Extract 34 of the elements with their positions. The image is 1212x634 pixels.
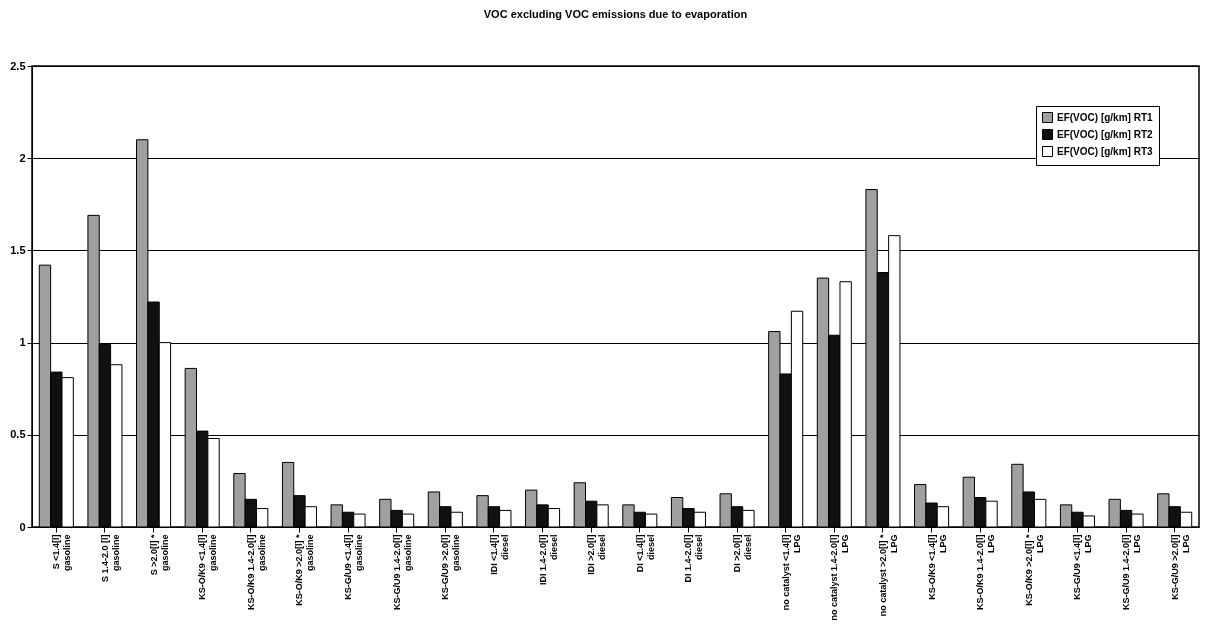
x-tick-label: KS-G/U9 >2.0[l] LPG xyxy=(1169,534,1191,600)
x-tick-label: DI 1.4-2.0[l] diesel xyxy=(683,534,705,583)
x-tick-label: no catalyst >2.0[l] * LPG xyxy=(877,534,899,617)
y-tick-label: 1 xyxy=(19,336,26,349)
y-tick-label: 2.5 xyxy=(10,59,26,72)
x-tick-label: DI <1.4[l] diesel xyxy=(634,534,656,573)
x-tick-label: S >2.0[l] * gasoline xyxy=(148,534,170,576)
legend-label: EF(VOC) [g/km] RT1 xyxy=(1057,111,1153,123)
legend-label: EF(VOC) [g/km] RT3 xyxy=(1057,145,1153,157)
x-tick-label: S 1.4-2.0 [l] gasoline xyxy=(99,534,121,583)
x-tick-label: IDI 1.4-2.0[l] diesel xyxy=(537,534,559,586)
x-tick-label: no catalyst 1.4-2.0[l] LPG xyxy=(829,534,851,621)
x-tick-label: KS-O/K9 <1.4[l] gasoline xyxy=(197,534,219,600)
chart-title: VOC excluding VOC emissions due to evaporation xyxy=(483,8,748,20)
y-tick-label: 1.5 xyxy=(10,243,26,256)
x-tick-label: KS-G/U9 >2.0[l] gasoline xyxy=(440,534,462,600)
x-tick-label: KS-G/U9 <1.4[l] LPG xyxy=(1072,534,1094,600)
x-tick-label: DI >2.0[l] diesel xyxy=(732,534,754,573)
x-tick-label: KS-G/U9 <1.4[l] gasoline xyxy=(343,534,365,600)
x-tick-label: KS-O/K9 1.4-2.0[l] LPG xyxy=(975,534,997,611)
y-tick-label: 0.5 xyxy=(10,428,26,441)
x-tick-label: KS-G/U9 1.4-2.0[l] gasoline xyxy=(391,534,413,611)
legend-label: EF(VOC) [g/km] RT2 xyxy=(1057,128,1153,140)
x-tick-label: KS-O/K9 1.4-2.0[l] gasoline xyxy=(245,534,267,611)
x-tick-label: KS-O/K9 <1.4[l] LPG xyxy=(926,534,948,600)
x-tick-label: KS-O/K9 >2.0[l] * gasoline xyxy=(294,534,316,606)
x-tick-label: KS-O/K9 >2.0[l] * LPG xyxy=(1023,534,1045,606)
x-tick-label: IDI >2.0[l] diesel xyxy=(586,534,608,575)
x-tick-label: no catalyst <1.4[l] LPG xyxy=(780,534,802,611)
y-tick-label: 2 xyxy=(19,151,26,164)
x-tick-label: IDI <1.4[l] diesel xyxy=(488,534,510,575)
y-tick-label: 0 xyxy=(19,520,26,533)
x-tick-label: S <1.4[l] gasoline xyxy=(51,534,73,572)
x-tick-label: KS-G/U9 1.4-2.0[l] LPG xyxy=(1121,534,1143,611)
